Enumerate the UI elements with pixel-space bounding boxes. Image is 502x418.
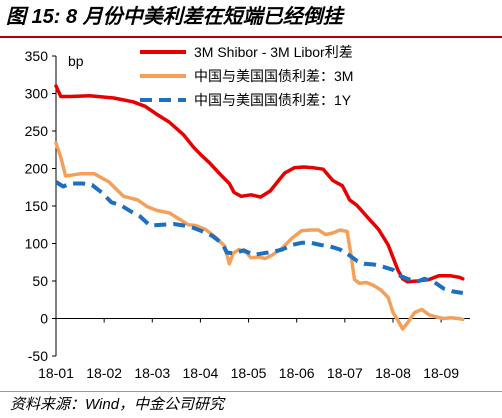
source-note: 资料来源：Wind，中金公司研究 [10,396,225,413]
x-tick-label: 18-05 [231,365,267,381]
series-line-3 [54,180,464,295]
y-tick-label: 300 [25,86,49,102]
legend-label-2: 中国与美国国债利差：3M [194,68,353,84]
x-tick-label: 18-07 [327,365,363,381]
y-tick-label: 200 [25,161,49,177]
chart-series-lines [54,84,465,331]
x-tick-label: 18-03 [134,365,170,381]
title-rule [0,36,502,38]
y-tick-label: -50 [28,348,48,364]
source-rule [0,391,502,392]
x-tick-label: 18-06 [279,365,315,381]
y-tick-label: 150 [25,198,49,214]
line-chart: -50 0 50 100 150 200 250 300 350 bp 18-01 18-02 18-0… [25,44,470,381]
x-tick-label: 18-02 [86,365,122,381]
y-tick-label: 350 [25,48,49,64]
y-axis-unit-label: bp [68,53,84,69]
figure-title: 图 15: 8 月份中美利差在短端已经倒挂 [6,6,343,28]
series-line-2 [54,141,465,331]
chart-axes: -50 0 50 100 150 200 250 300 350 bp 18-01 18-02 18-0… [25,48,470,381]
y-tick-label: 250 [25,123,49,139]
y-tick-label: 100 [25,236,49,252]
y-tick-label: 50 [32,273,48,289]
x-tick-label: 18-08 [375,365,411,381]
legend-label-3: 中国与美国国债利差：1Y [194,92,352,108]
x-tick-label: 18-09 [423,365,459,381]
y-tick-label: 0 [40,311,48,327]
x-tick-label: 18-04 [183,365,219,381]
legend-label-1: 3M Shibor - 3M Libor利差 [194,44,353,60]
x-tick-label: 18-01 [38,365,74,381]
